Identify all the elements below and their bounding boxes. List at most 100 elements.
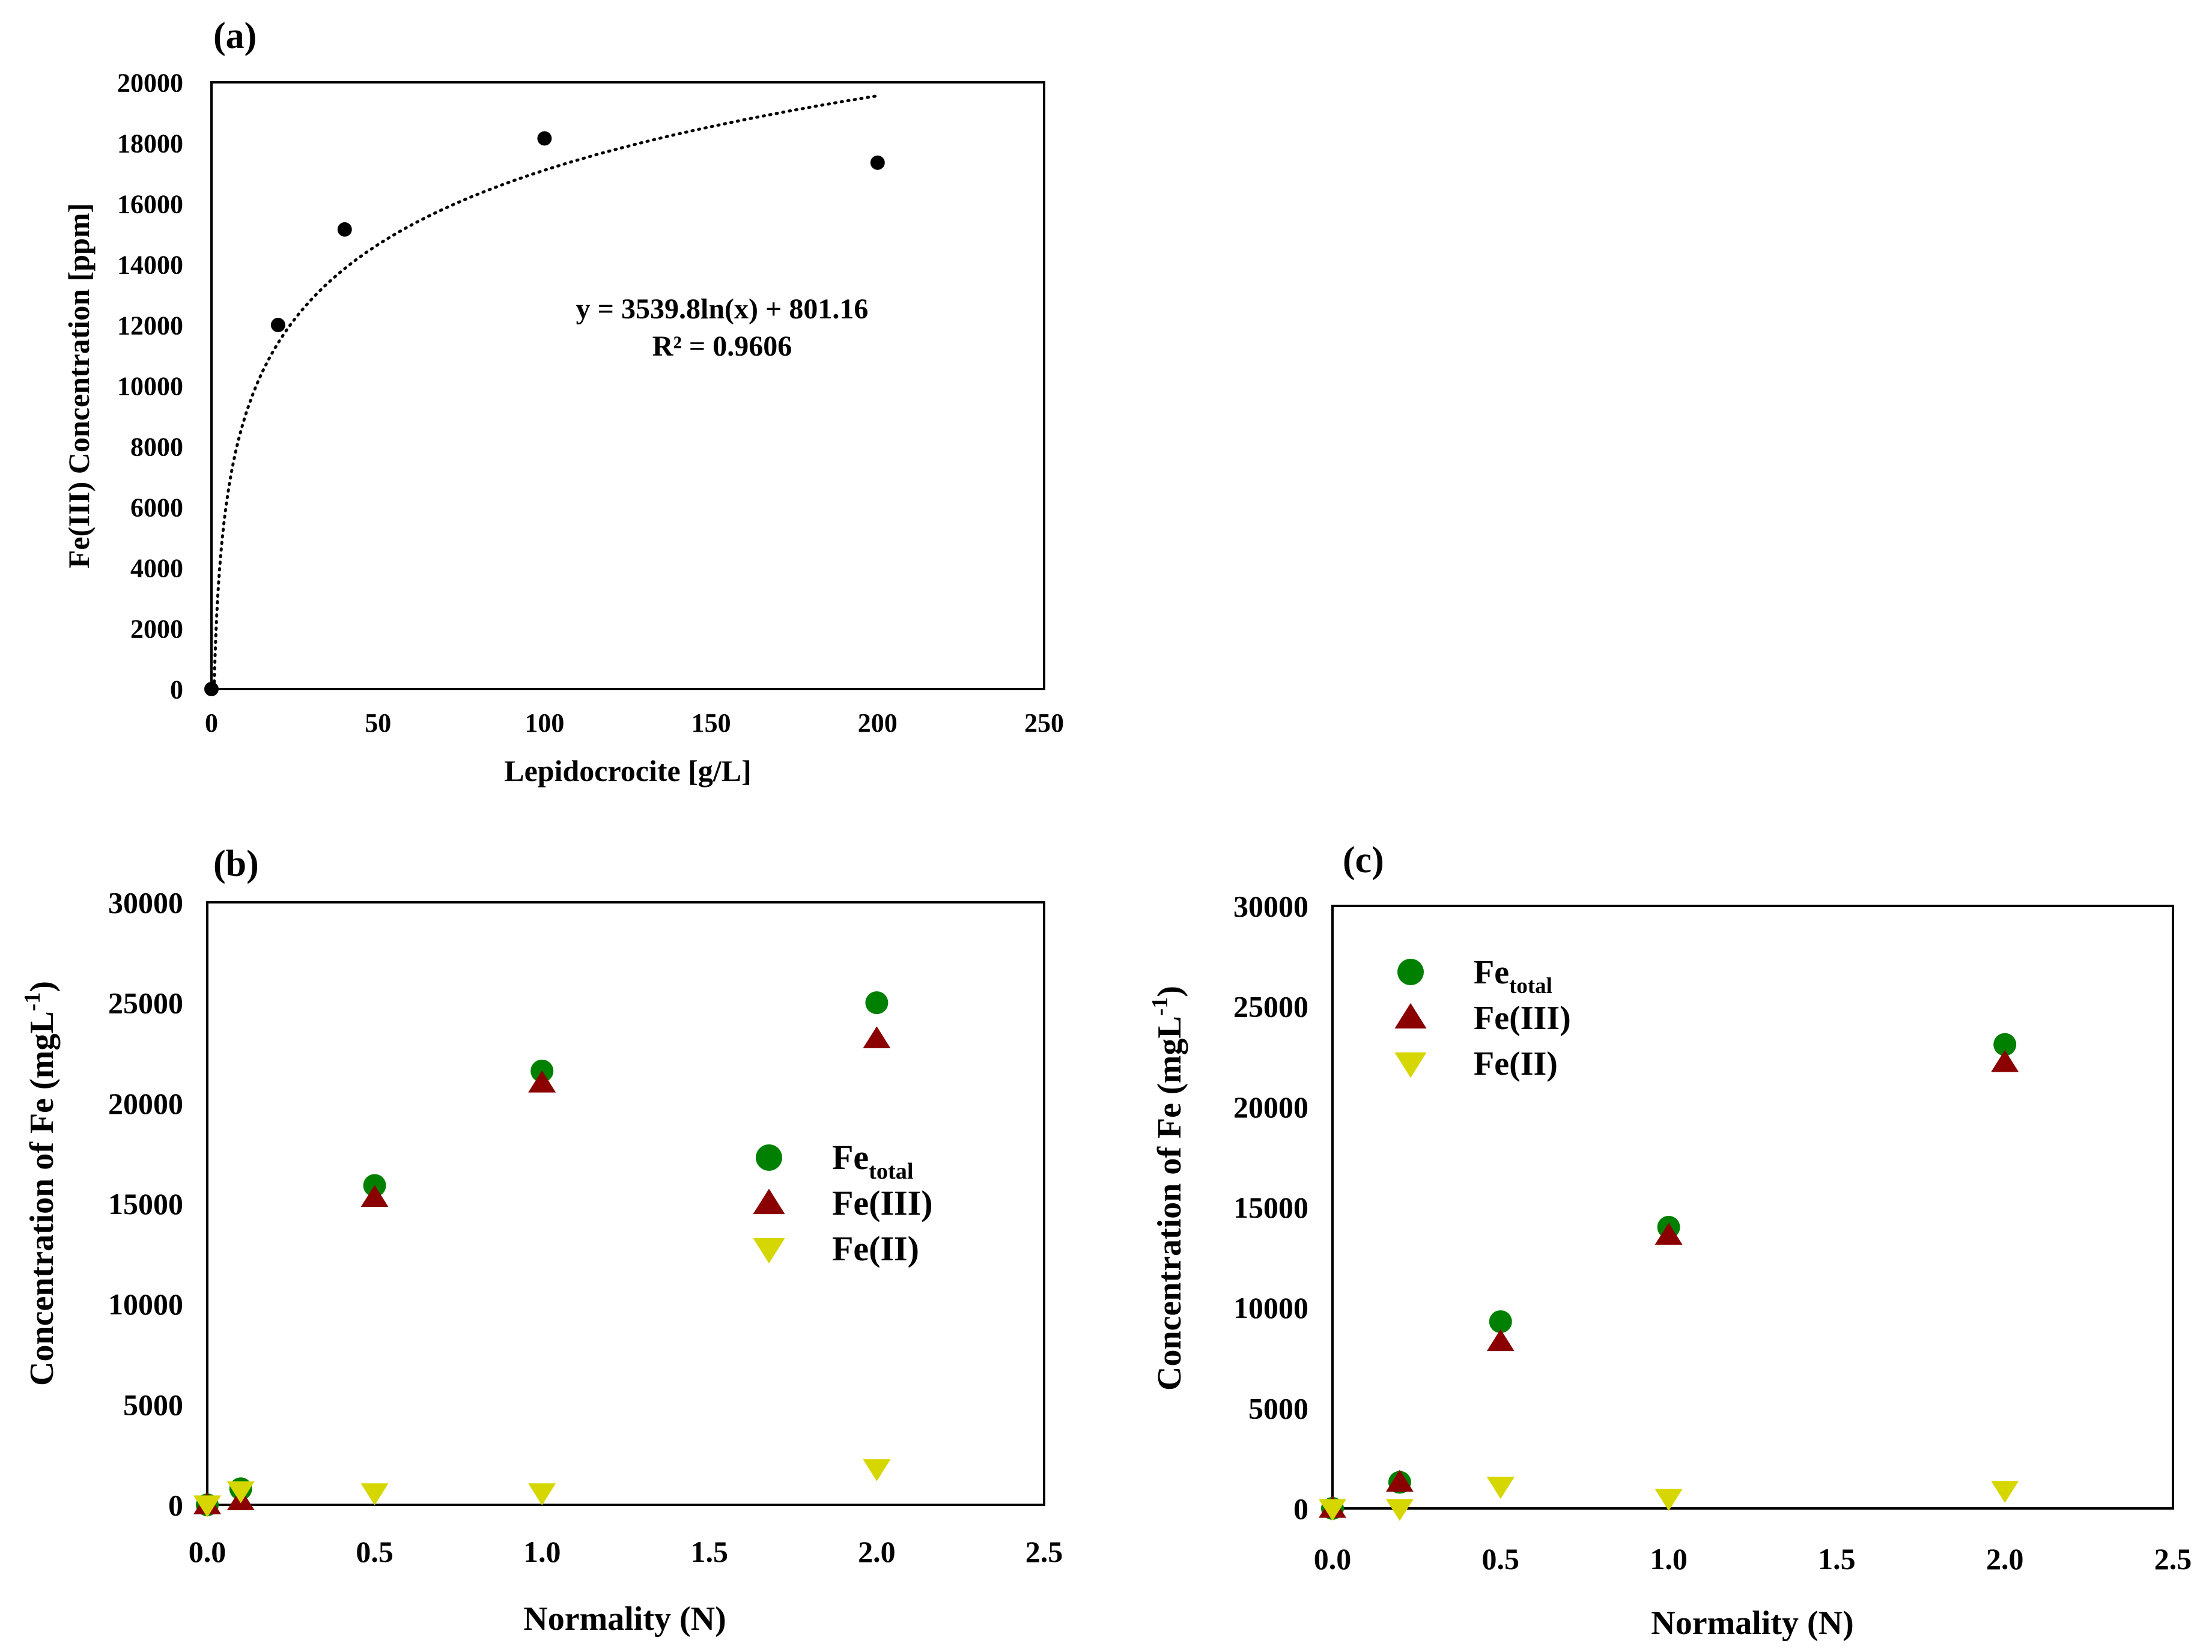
legend-label-main: Fe (832, 1138, 869, 1177)
y-tick-label: 20000 (1233, 1090, 1308, 1124)
x-tick-label: 1.5 (691, 1535, 729, 1568)
legend-item: Fe(II) (1394, 1045, 1558, 1083)
data-point (528, 1070, 556, 1093)
data-point (1385, 1469, 1414, 1492)
y-tick-label: 30000 (1233, 890, 1308, 923)
legend-label: Fetotal (1474, 954, 1552, 998)
x-tick-label: 2.0 (858, 1535, 896, 1568)
legend-item: Fe(III) (1394, 1000, 1571, 1037)
data-points-b (193, 991, 891, 1517)
y-tick-labels-b: 0 5000 10000 15000 20000 25000 30000 (108, 886, 183, 1522)
legend-label-subscript: total (869, 1159, 913, 1184)
legend-item: Fe(III) (753, 1183, 933, 1222)
y-tick-labels-a: 0 2000 4000 6000 8000 10000 12000 14000 16000 180… (117, 68, 183, 704)
data-point (193, 1495, 221, 1517)
y-tick-label: 8000 (130, 432, 183, 461)
data-point (270, 318, 285, 332)
x-tick-label: 2.0 (1986, 1542, 2024, 1576)
legend-label-main: Fe(II) (832, 1229, 919, 1268)
panel-a: (a) 0 50 100 150 200 250 0 2000 4000 6000 8000 100… (62, 16, 1064, 788)
data-point (863, 1026, 891, 1049)
y-tick-label: 25000 (1233, 990, 1308, 1024)
y-tick-label: 25000 (108, 986, 183, 1020)
x-axis-label-a: Lepidocrocite [g/L] (504, 754, 752, 788)
x-tick-label: 1.0 (523, 1535, 561, 1568)
x-tick-labels-c: 0.0 0.5 1.0 1.5 2.0 2.5 (1314, 1542, 2192, 1576)
x-tick-label: 0.5 (356, 1535, 393, 1568)
legend-label: Fe(II) (1474, 1045, 1558, 1083)
series-fe-iii- (204, 131, 885, 696)
y-tick-label: 15000 (1233, 1191, 1308, 1224)
series-fe-ii- (193, 1459, 891, 1517)
panel-label-a: (a) (213, 16, 257, 56)
x-tick-label: 2.5 (1025, 1535, 1063, 1568)
panel-label-c: (c) (1343, 840, 1384, 881)
legend-item: Fetotal (1397, 954, 1552, 998)
x-tick-label: 0.5 (1482, 1542, 1520, 1576)
y-tick-label: 20000 (108, 1087, 183, 1120)
series-fe-ii- (1319, 1477, 2019, 1521)
y-tick-labels-c: 0 5000 10000 15000 20000 25000 30000 (1233, 890, 1308, 1526)
legend-marker (1397, 959, 1424, 985)
data-point (863, 1459, 891, 1481)
legend-marker (1394, 1003, 1427, 1029)
legend-marker (753, 1188, 785, 1215)
data-point (1991, 1049, 2019, 1072)
y-tick-label: 2000 (130, 614, 183, 643)
data-point (870, 155, 885, 170)
data-point (537, 131, 552, 146)
x-tick-label: 250 (1024, 708, 1064, 738)
y-tick-label: 5000 (123, 1388, 183, 1421)
legend-label-main: Fe(II) (1474, 1045, 1558, 1083)
data-point (1486, 1477, 1515, 1499)
panel-label-b: (b) (213, 843, 259, 884)
y-tick-label: 10000 (117, 371, 183, 401)
data-point (865, 991, 889, 1015)
legend-label-main: Fe (1474, 954, 1509, 991)
data-point (1991, 1481, 2019, 1503)
legend-label: Fe(III) (832, 1183, 933, 1222)
trendline-a (212, 94, 880, 690)
x-tick-labels-a: 0 50 100 150 200 250 (205, 708, 1064, 738)
panel-b: (b) 0.0 0.5 1.0 1.5 2.0 2.5 0 5000 10000 15000 20… (20, 843, 1063, 1638)
data-points-a (204, 131, 885, 696)
y-tick-label: 0 (170, 675, 183, 704)
y-tick-label: 10000 (1233, 1291, 1308, 1325)
x-tick-label: 2.5 (2154, 1542, 2192, 1576)
legend-marker (753, 1237, 785, 1264)
data-point (337, 222, 352, 237)
trendline-r2: R² = 0.9606 (652, 330, 792, 362)
data-point (360, 1483, 389, 1505)
legend-label: Fetotal (832, 1138, 914, 1184)
plot-frame-c (1331, 905, 2174, 1510)
legend-item: Fetotal (756, 1138, 914, 1184)
y-axis-label-c-superscript: -1 (1147, 997, 1173, 1016)
y-tick-label: 0 (168, 1489, 183, 1522)
legend-marker (756, 1144, 782, 1171)
y-axis-label-b-tail: ) (23, 981, 61, 992)
x-tick-label: 150 (691, 708, 731, 738)
x-tick-labels-b: 0.0 0.5 1.0 1.5 2.0 2.5 (189, 1535, 1063, 1568)
y-tick-label: 30000 (108, 886, 183, 920)
trendline-equation: y = 3539.8ln(x) + 801.16 (576, 293, 869, 325)
y-axis-label-b-superscript: -1 (20, 992, 45, 1012)
data-points-c (1319, 1033, 2019, 1521)
panel-c: (c) 0.0 0.5 1.0 1.5 2.0 2.5 0 5000 10000 15000 20… (1147, 840, 2192, 1642)
data-point (204, 682, 219, 696)
y-tick-label: 15000 (108, 1187, 183, 1221)
data-point (1993, 1033, 2017, 1056)
y-tick-label: 14000 (117, 250, 183, 279)
legend-item: Fe(II) (753, 1229, 919, 1268)
data-point (226, 1481, 255, 1504)
x-axis-label-b: Normality (N) (523, 1600, 726, 1638)
legend-marker (1394, 1052, 1427, 1078)
y-tick-label: 20000 (117, 68, 183, 97)
data-point (1385, 1499, 1414, 1521)
x-tick-label: 0.0 (1314, 1542, 1352, 1576)
data-point (1654, 1222, 1683, 1245)
y-tick-label: 10000 (108, 1287, 183, 1321)
legend-label: Fe(III) (1474, 1000, 1571, 1037)
